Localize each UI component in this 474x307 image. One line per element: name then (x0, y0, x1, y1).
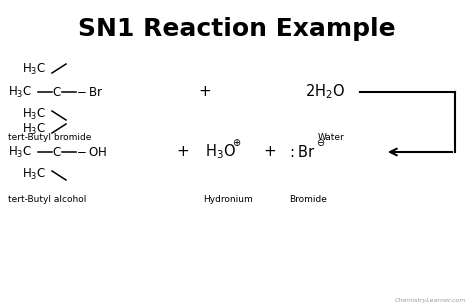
Text: $\rm C$: $\rm C$ (52, 146, 62, 158)
Text: $\rm -Br$: $\rm -Br$ (74, 86, 103, 99)
Text: SN1 Reaction Example: SN1 Reaction Example (78, 17, 396, 41)
Text: Water: Water (318, 133, 345, 142)
Text: $\oplus$: $\oplus$ (232, 138, 241, 149)
Text: $\rm :Br$: $\rm :Br$ (287, 144, 316, 160)
Text: Bromide: Bromide (289, 195, 327, 204)
Text: $\rm H_3C$: $\rm H_3C$ (8, 145, 32, 160)
Text: $\rm H_3C$: $\rm H_3C$ (8, 84, 32, 99)
Text: ChemistryLearner.com: ChemistryLearner.com (395, 298, 466, 303)
Text: $\rm H_3C$: $\rm H_3C$ (22, 122, 46, 137)
Text: Hydronium: Hydronium (203, 195, 253, 204)
Text: +: + (264, 145, 276, 160)
Text: tert-Butyl alcohol: tert-Butyl alcohol (8, 195, 86, 204)
Text: $\rm H_3C$: $\rm H_3C$ (22, 61, 46, 76)
Text: +: + (177, 145, 190, 160)
Text: $\ominus$: $\ominus$ (316, 138, 325, 149)
Text: $\rm H_3C$: $\rm H_3C$ (22, 166, 46, 181)
Text: $\rm H_3C$: $\rm H_3C$ (22, 107, 46, 122)
Text: tert-Butyl bromide: tert-Butyl bromide (8, 133, 91, 142)
Text: $\rm H_3O$: $\rm H_3O$ (205, 143, 236, 161)
Text: $\rm C$: $\rm C$ (52, 86, 62, 99)
Text: $\rm 2H_2O$: $\rm 2H_2O$ (305, 83, 345, 101)
Text: +: + (199, 84, 211, 99)
Text: $\rm -OH$: $\rm -OH$ (74, 146, 107, 158)
